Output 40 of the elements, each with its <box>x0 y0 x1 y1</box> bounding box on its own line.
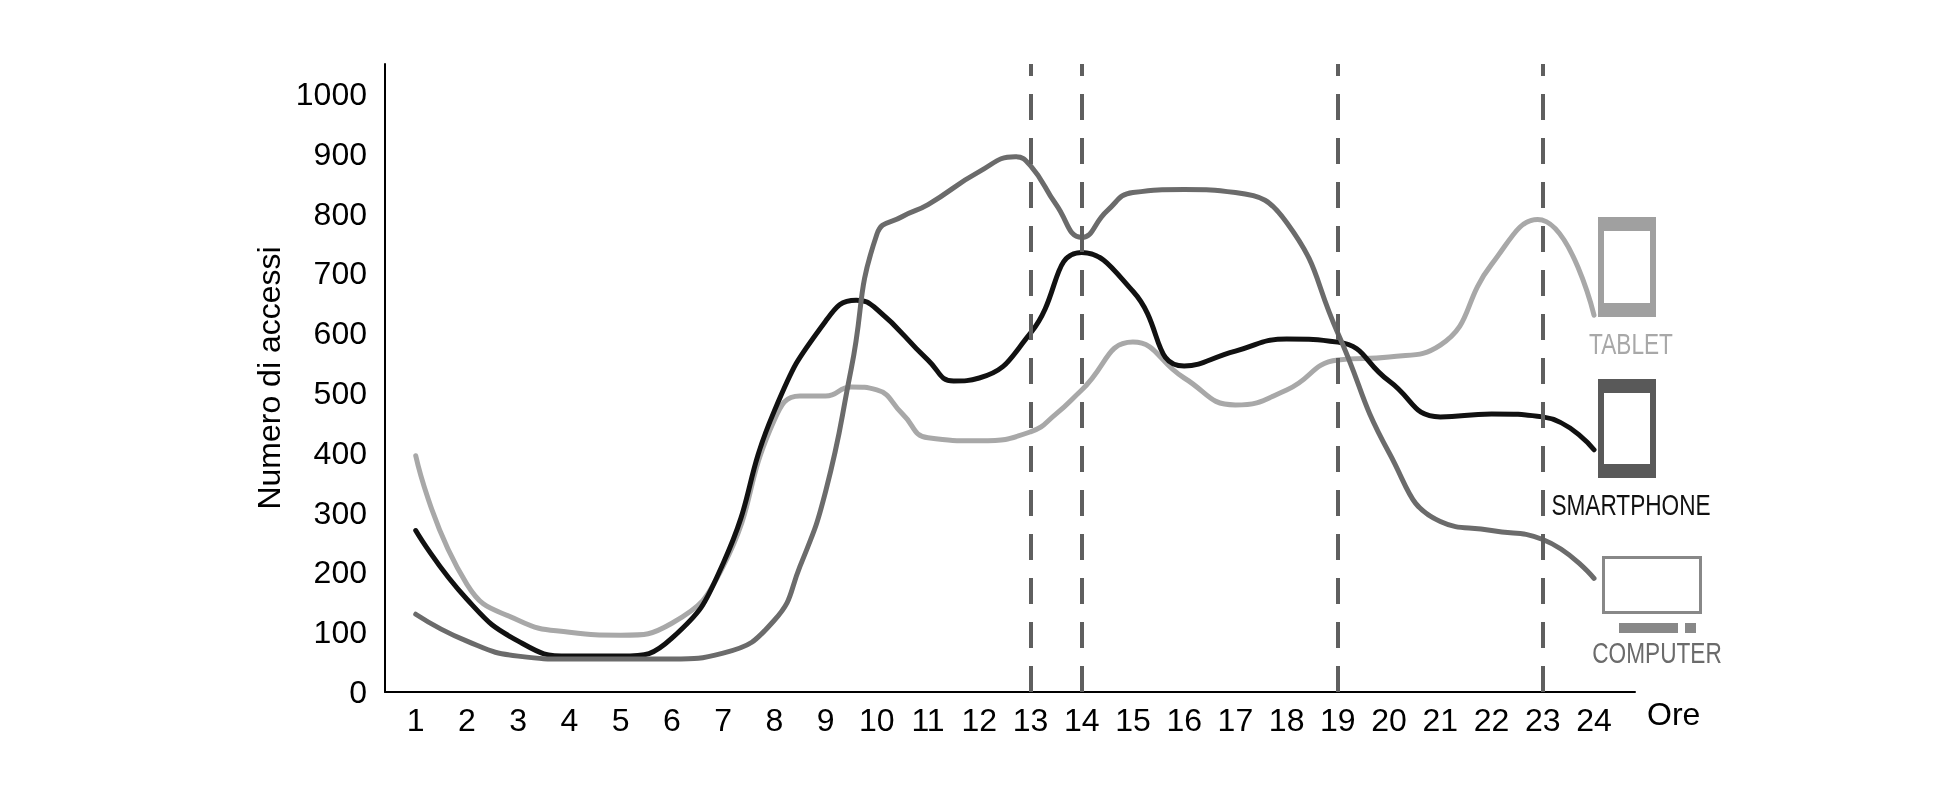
x-tick-label: 9 <box>816 702 835 738</box>
y-axis-title: Numero di accessi <box>250 246 287 510</box>
x-tick-label: 20 <box>1371 702 1407 738</box>
x-tick-label: 23 <box>1524 702 1561 738</box>
x-tick-label: 19 <box>1320 702 1356 738</box>
x-tick-label: 24 <box>1576 702 1612 738</box>
y-tick-label: 900 <box>313 135 367 172</box>
x-tick-label: 8 <box>765 702 784 738</box>
y-tick-label: 200 <box>313 554 367 591</box>
text: COMPUTER <box>1592 636 1722 669</box>
series-label: SMARTPHONE <box>1551 488 1711 521</box>
x-tick-label: 3 <box>509 702 528 738</box>
y-tick-label: 0 <box>349 674 367 710</box>
x-tick-label: 22 <box>1473 702 1510 738</box>
y-tick-label: 100 <box>313 614 367 651</box>
x-tick-label: 18 <box>1268 702 1305 738</box>
x-tick-label: 14 <box>1063 702 1100 738</box>
x-tick-label: 10 <box>859 702 895 738</box>
y-tick-label: 600 <box>313 315 367 352</box>
x-tick-label: 4 <box>560 702 579 738</box>
x-tick-label: 1 <box>406 702 425 738</box>
x-tick-label: 5 <box>611 702 630 738</box>
x-tick-label: 17 <box>1217 702 1254 738</box>
x-tick-label: 6 <box>662 702 681 738</box>
y-tick-label: 400 <box>313 434 367 471</box>
y-tick-label: 1000 <box>295 75 367 112</box>
x-tick-label: 2 <box>458 702 476 738</box>
y-tick-label: 800 <box>313 195 367 232</box>
y-tick-label: 300 <box>313 494 367 531</box>
y-tick-label: 500 <box>313 374 367 411</box>
x-tick-label: 7 <box>714 702 733 738</box>
x-tick-label: 21 <box>1422 702 1459 738</box>
y-tick-label: 700 <box>313 255 367 292</box>
x-tick-label: 12 <box>961 702 998 738</box>
x-tick-label: 13 <box>1012 702 1049 738</box>
x-tick-label: 11 <box>911 702 945 738</box>
x-tick-label: 16 <box>1166 702 1202 738</box>
x-tick-label: 15 <box>1115 702 1151 738</box>
x-axis-title: Ore <box>1647 696 1701 732</box>
series-label: TABLET <box>1589 327 1673 360</box>
